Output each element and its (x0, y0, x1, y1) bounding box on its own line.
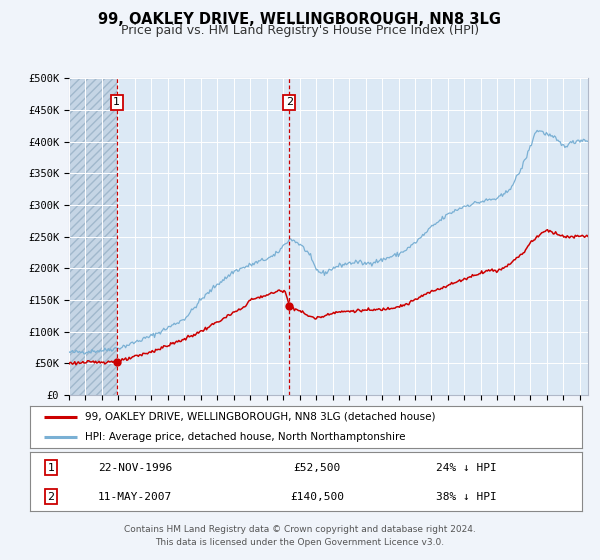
Text: Contains HM Land Registry data © Crown copyright and database right 2024.
This d: Contains HM Land Registry data © Crown c… (124, 525, 476, 547)
Bar (69, 78, 117, 395)
Text: 38% ↓ HPI: 38% ↓ HPI (436, 492, 496, 502)
Bar (69, 78, 117, 395)
Text: £52,500: £52,500 (293, 463, 341, 473)
Text: 1: 1 (47, 463, 55, 473)
Text: 99, OAKLEY DRIVE, WELLINGBOROUGH, NN8 3LG (detached house): 99, OAKLEY DRIVE, WELLINGBOROUGH, NN8 3L… (85, 412, 436, 422)
Text: 99, OAKLEY DRIVE, WELLINGBOROUGH, NN8 3LG: 99, OAKLEY DRIVE, WELLINGBOROUGH, NN8 3L… (98, 12, 502, 27)
Text: 11-MAY-2007: 11-MAY-2007 (98, 492, 172, 502)
Text: 2: 2 (47, 492, 55, 502)
Text: 1: 1 (113, 97, 120, 107)
Text: 2: 2 (286, 97, 293, 107)
Text: 22-NOV-1996: 22-NOV-1996 (98, 463, 172, 473)
Text: HPI: Average price, detached house, North Northamptonshire: HPI: Average price, detached house, Nort… (85, 432, 406, 442)
Text: Price paid vs. HM Land Registry's House Price Index (HPI): Price paid vs. HM Land Registry's House … (121, 24, 479, 36)
Text: £140,500: £140,500 (290, 492, 344, 502)
Text: 24% ↓ HPI: 24% ↓ HPI (436, 463, 496, 473)
